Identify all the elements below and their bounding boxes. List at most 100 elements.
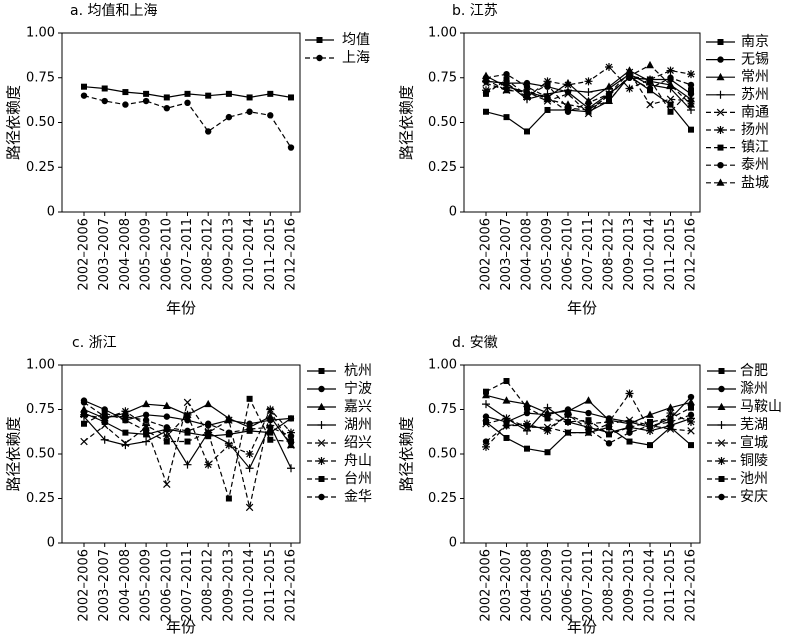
point-d-5-8	[646, 426, 654, 435]
point-b-0-0	[483, 108, 489, 115]
xtick-label-b-7: 2009–2013	[622, 218, 637, 291]
legend-item-c-2: 嘉兴	[307, 399, 372, 415]
point-a-1-4	[163, 104, 170, 112]
y-axis-title-a: 路径依赖度	[5, 85, 23, 160]
point-b-8-4	[564, 100, 572, 108]
xtick-label-a-9: 2011–2015	[263, 218, 278, 291]
y-axis-title-c: 路径依赖度	[5, 416, 23, 491]
y-axis-title-d: 路径依赖度	[398, 416, 416, 491]
xtick-label-b-4: 2006–2010	[561, 218, 576, 291]
legend-label-b-3: 苏州	[741, 87, 769, 103]
legend-item-c-3: 湖州	[307, 417, 372, 433]
chart-panel-c: c. 浙江 0 0.25 0.50 0.75 1.00 2002–2006 2003–2007…	[5, 335, 373, 636]
point-b-8-2	[523, 85, 531, 94]
point-d-2-1	[502, 396, 511, 404]
point-c-5-10	[287, 428, 295, 437]
point-d-3-0	[482, 400, 490, 409]
panel-title-a: a. 均值和上海	[70, 3, 157, 19]
point-c-5-0	[80, 410, 88, 419]
point-c-6-6	[205, 429, 212, 436]
xtick-label-d-0: 2002–2006	[479, 549, 494, 622]
point-b-6-1	[503, 76, 510, 83]
point-d-5-9	[666, 409, 675, 418]
point-c-5-2	[121, 407, 130, 416]
point-c-6-3	[143, 427, 150, 434]
point-b-5-0	[482, 86, 490, 95]
legend-marker-b-6	[717, 144, 724, 151]
point-c-4-8	[245, 503, 254, 512]
legend-item-b-7: 泰州	[706, 157, 769, 173]
legend-item-b-6: 镇江	[706, 140, 769, 156]
point-d-6-1	[503, 378, 510, 385]
xtick-label-c-9: 2011–2015	[263, 549, 278, 622]
xtick-label-c-4: 2006–2010	[159, 549, 174, 622]
legend-item-b-4: 南通	[706, 104, 769, 120]
legend-label-d-4: 宣城	[740, 435, 768, 451]
point-b-8-9	[666, 80, 675, 88]
series-c-6	[81, 395, 294, 502]
point-d-5-5	[584, 419, 593, 428]
legend-item-a-0: 均值	[305, 32, 370, 48]
ytick-label-c-4: 1.00	[26, 358, 55, 373]
point-d-1-10	[687, 393, 695, 401]
point-b-8-5	[584, 103, 593, 112]
xtick-label-a-6: 2008–2012	[201, 218, 216, 291]
legend-label-c-2: 嘉兴	[344, 399, 372, 415]
chart-panel-d: d. 安徽 0 0.25 0.50 0.75 1.00 2002–2006 2003–2007…	[398, 335, 783, 636]
point-c-3-2	[121, 441, 130, 450]
point-c-5-9	[266, 405, 275, 414]
legend-marker-b-5	[716, 126, 725, 134]
legend-label-d-3: 芜湖	[740, 416, 768, 433]
x-axis-title-c: 年份	[166, 618, 196, 636]
point-c-4-4	[163, 480, 171, 488]
point-b-5-6	[605, 63, 613, 72]
panel-title-c: c. 浙江	[72, 335, 117, 351]
legend-label-c-5: 舟山	[344, 453, 372, 469]
xtick-label-c-5: 2007–2011	[180, 549, 195, 622]
point-c-6-10	[288, 438, 294, 445]
point-d-7-0	[482, 438, 490, 445]
point-b-8-10	[687, 100, 695, 108]
legend-label-b-5: 扬州	[741, 122, 769, 138]
point-c-7-8	[246, 425, 253, 433]
point-b-7-8	[646, 85, 654, 92]
series-d-7	[482, 411, 695, 447]
point-c-5-8	[245, 450, 254, 458]
legend-label-b-7: 泰州	[741, 157, 769, 173]
legend-marker-b-0	[717, 39, 724, 45]
point-a-0-1	[101, 85, 108, 92]
legend-item-d-4: 宣城	[707, 435, 768, 451]
legend-label-b-2: 常州	[741, 69, 769, 85]
xtick-label-d-5: 2007–2011	[581, 549, 596, 622]
xtick-label-b-1: 2003–2007	[499, 218, 514, 291]
legend-item-d-6: 池州	[707, 471, 768, 487]
point-c-4-7	[225, 416, 233, 424]
series-a-1	[80, 92, 295, 151]
point-d-7-8	[646, 422, 654, 429]
point-b-7-10	[687, 81, 695, 89]
point-c-7-10	[287, 433, 295, 440]
plot-frame-b	[463, 32, 701, 213]
point-a-0-10	[288, 94, 294, 101]
point-a-0-6	[205, 92, 212, 99]
legend-item-b-2: 常州	[706, 69, 769, 85]
point-a-1-0	[80, 92, 88, 99]
xtick-label-c-7: 2009–2013	[221, 549, 236, 622]
legend-label-c-1: 宁波	[344, 380, 372, 397]
point-b-7-4	[564, 108, 572, 115]
point-c-3-5	[183, 460, 192, 469]
legend-label-d-2: 马鞍山	[740, 399, 782, 415]
xtick-label-b-8: 2010–2014	[643, 218, 658, 291]
point-c-4-0	[80, 437, 88, 446]
point-c-0-3	[143, 431, 150, 438]
point-a-1-7	[225, 113, 233, 121]
xtick-label-b-3: 2005–2009	[540, 218, 555, 291]
point-a-0-4	[163, 94, 170, 101]
point-d-7-7	[626, 429, 633, 436]
point-a-1-8	[246, 108, 253, 115]
xtick-label-c-0: 2002–2006	[77, 549, 92, 622]
legend-label-c-7: 金华	[344, 489, 372, 505]
legend-label-b-8: 盐城	[741, 175, 769, 191]
point-d-6-10	[688, 404, 694, 411]
